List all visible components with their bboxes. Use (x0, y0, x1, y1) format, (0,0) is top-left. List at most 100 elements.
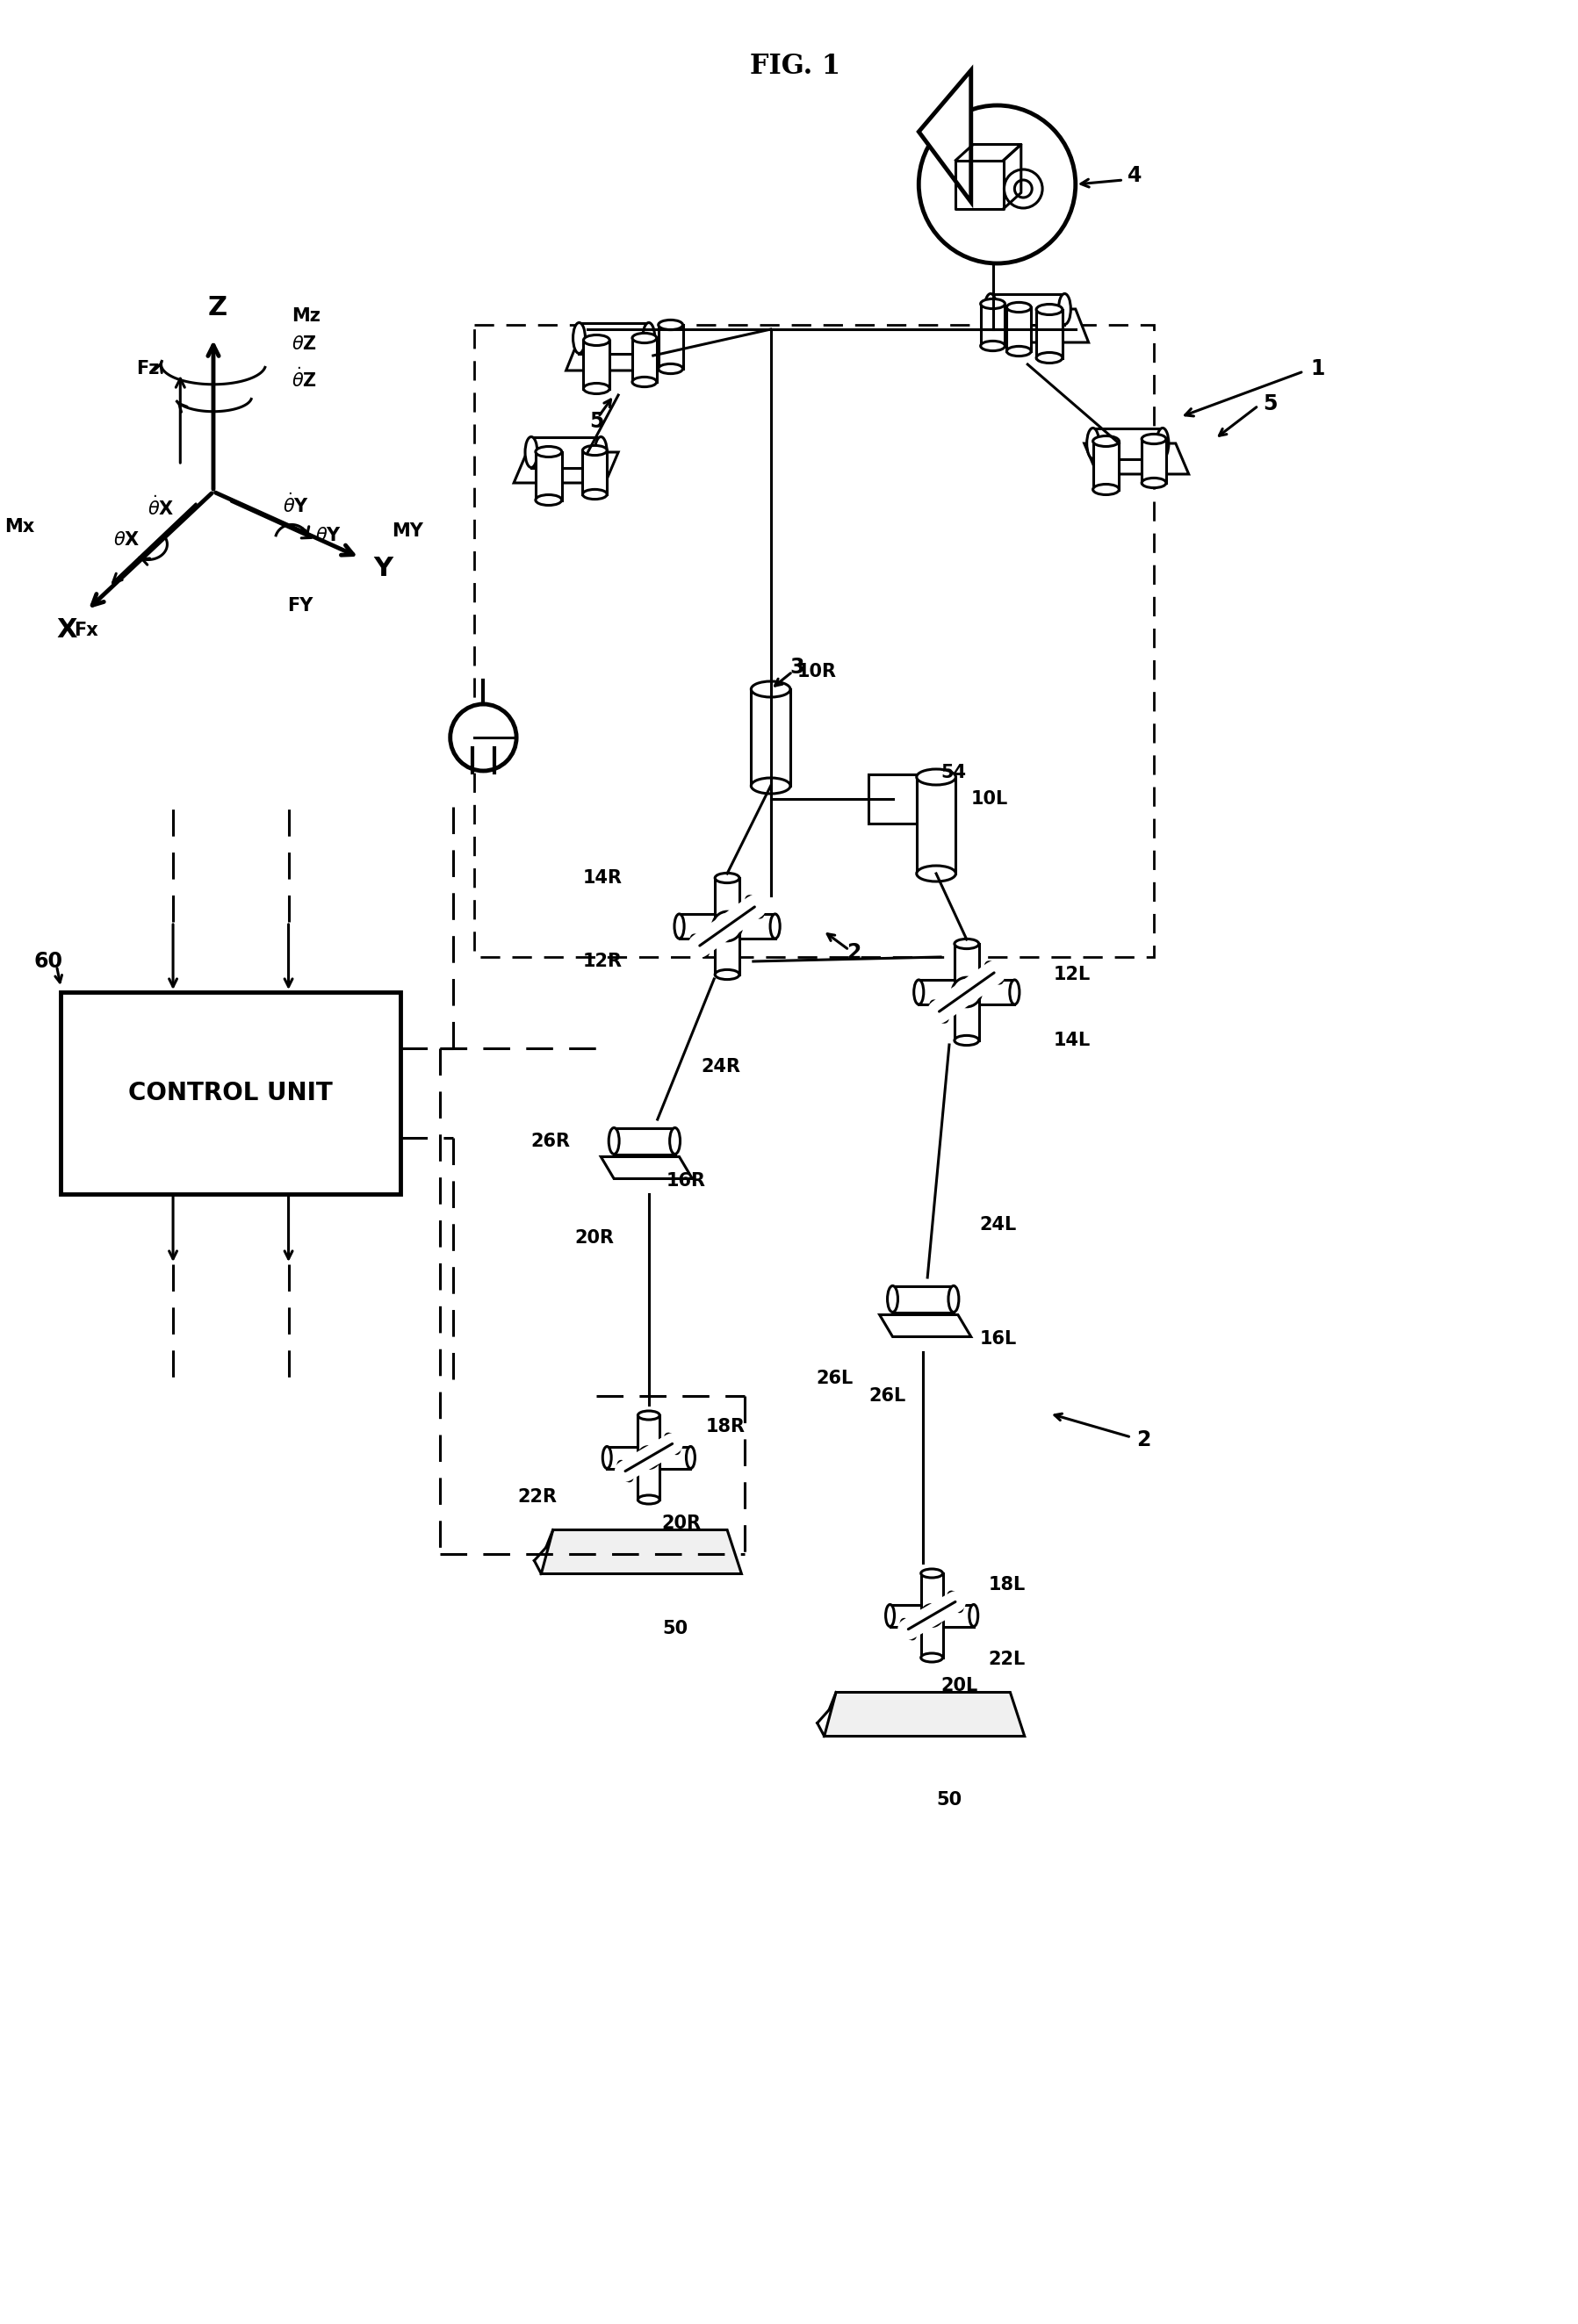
Ellipse shape (1094, 483, 1119, 495)
Circle shape (713, 911, 742, 941)
Ellipse shape (573, 323, 585, 353)
Ellipse shape (985, 293, 997, 325)
Bar (917, 776, 956, 874)
Ellipse shape (1157, 428, 1169, 458)
Ellipse shape (686, 1446, 694, 1469)
Text: $\theta$Z: $\theta$Z (292, 335, 317, 353)
Bar (1037, 309, 1062, 358)
Text: FIG. 1: FIG. 1 (750, 51, 841, 79)
Ellipse shape (922, 1652, 942, 1662)
Text: 20R: 20R (574, 1229, 614, 1246)
Text: 10R: 10R (797, 662, 836, 681)
Bar (579, 323, 649, 353)
Ellipse shape (1094, 437, 1119, 446)
Bar (532, 437, 601, 467)
Ellipse shape (535, 446, 562, 458)
Text: 22R: 22R (518, 1487, 557, 1506)
Bar (918, 981, 1015, 1004)
Text: 50: 50 (663, 1620, 688, 1638)
Text: X: X (57, 618, 77, 644)
Ellipse shape (887, 1285, 898, 1313)
Polygon shape (988, 309, 1089, 342)
Ellipse shape (525, 437, 538, 467)
Ellipse shape (901, 1620, 915, 1638)
Bar (633, 337, 656, 381)
Text: FY: FY (287, 597, 314, 614)
Ellipse shape (1007, 346, 1030, 356)
Ellipse shape (584, 383, 609, 393)
Ellipse shape (633, 332, 656, 344)
Ellipse shape (638, 1411, 660, 1420)
Ellipse shape (922, 1569, 942, 1578)
Text: 2: 2 (846, 941, 860, 962)
Polygon shape (879, 1315, 970, 1336)
Ellipse shape (1142, 479, 1166, 488)
Bar (584, 339, 609, 388)
Bar (980, 304, 1005, 346)
Text: 4: 4 (1128, 165, 1142, 186)
Ellipse shape (917, 865, 956, 881)
Bar (638, 1415, 660, 1499)
Circle shape (922, 1604, 942, 1627)
Ellipse shape (914, 981, 923, 1004)
Ellipse shape (955, 1037, 978, 1046)
Ellipse shape (1007, 302, 1030, 311)
Ellipse shape (691, 934, 709, 955)
Text: 24L: 24L (980, 1215, 1016, 1234)
Ellipse shape (885, 1604, 895, 1627)
Text: 12L: 12L (1054, 967, 1090, 983)
Bar (62, 992, 401, 1195)
Text: Fz: Fz (136, 360, 159, 376)
Ellipse shape (642, 323, 655, 353)
Bar (535, 451, 562, 500)
Text: 60: 60 (33, 951, 63, 971)
Polygon shape (918, 70, 970, 202)
Ellipse shape (751, 681, 791, 697)
Bar (991, 293, 1065, 325)
Ellipse shape (1059, 293, 1071, 325)
Bar (475, 325, 1154, 957)
Bar (614, 1127, 675, 1155)
Text: Fx: Fx (74, 621, 98, 639)
Ellipse shape (658, 365, 683, 374)
Text: 24R: 24R (701, 1057, 740, 1076)
Ellipse shape (1037, 353, 1062, 363)
Ellipse shape (609, 1127, 619, 1155)
Text: Mx: Mx (5, 518, 35, 535)
Text: Y: Y (374, 555, 393, 581)
Ellipse shape (751, 779, 791, 795)
Bar (608, 1446, 691, 1469)
Ellipse shape (1010, 981, 1019, 1004)
Bar (893, 1285, 953, 1313)
Bar (922, 1573, 942, 1657)
Bar (1007, 307, 1030, 351)
Text: 20L: 20L (940, 1678, 978, 1694)
Text: MY: MY (391, 523, 423, 539)
Bar (679, 913, 775, 939)
Text: Z: Z (208, 295, 227, 321)
Ellipse shape (980, 342, 1005, 351)
Ellipse shape (633, 376, 656, 386)
Ellipse shape (931, 1002, 948, 1023)
Text: CONTROL UNIT: CONTROL UNIT (128, 1081, 333, 1106)
Circle shape (1004, 170, 1043, 209)
Bar (1094, 442, 1119, 490)
Ellipse shape (638, 1494, 660, 1504)
Text: 1: 1 (1311, 358, 1326, 379)
Ellipse shape (669, 1127, 680, 1155)
Ellipse shape (582, 446, 608, 456)
Ellipse shape (595, 437, 608, 467)
Bar (751, 690, 791, 786)
Circle shape (450, 704, 516, 772)
Ellipse shape (917, 769, 956, 786)
Text: 54: 54 (940, 765, 966, 781)
Text: 18L: 18L (988, 1576, 1026, 1594)
Ellipse shape (770, 913, 780, 939)
Ellipse shape (658, 321, 683, 330)
Ellipse shape (603, 1446, 611, 1469)
Ellipse shape (948, 1592, 963, 1611)
Bar (582, 451, 608, 495)
Text: 18R: 18R (705, 1418, 745, 1436)
Text: 10L: 10L (970, 790, 1008, 809)
Text: $\theta$Y: $\theta$Y (316, 528, 341, 544)
